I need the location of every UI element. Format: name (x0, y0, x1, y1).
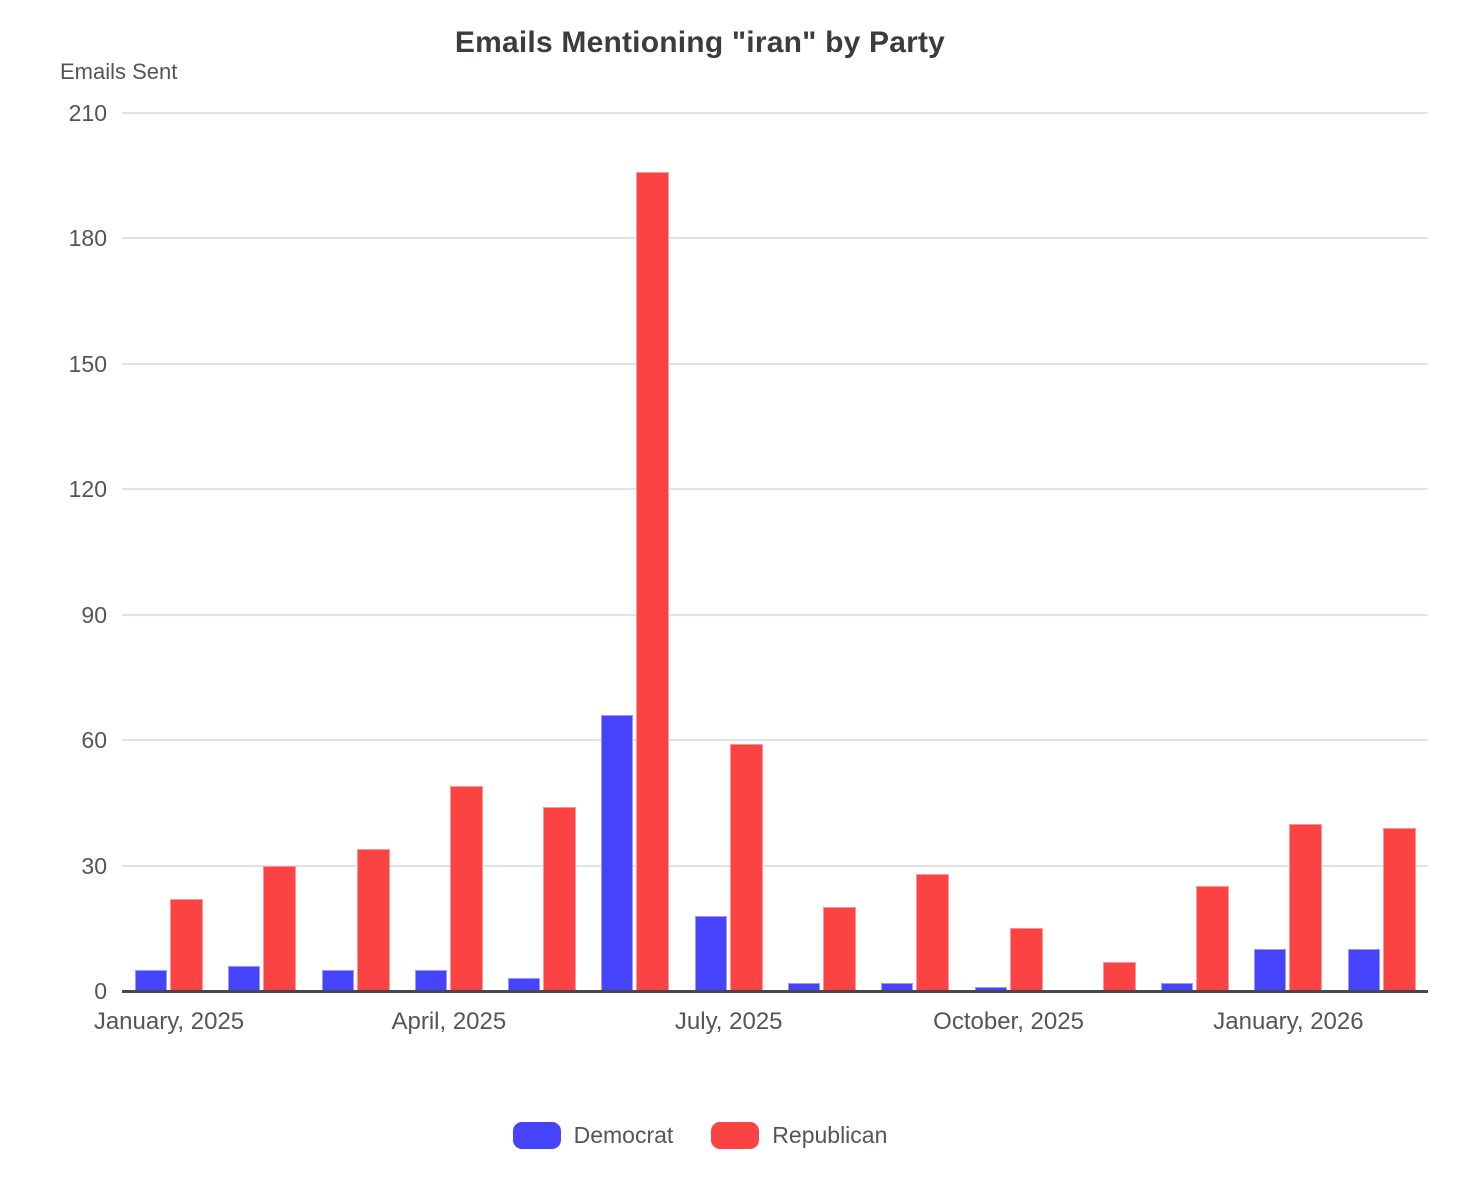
y-tick-label-60: 60 (81, 727, 107, 754)
bar-republican-december-2025[interactable] (1196, 886, 1230, 991)
y-tick-label-90: 90 (81, 601, 107, 628)
x-tick-label-january-2026: January, 2026 (1213, 1008, 1364, 1035)
gridline-60 (122, 739, 1428, 742)
x-tick-label-january-2025: January, 2025 (93, 1008, 245, 1035)
bar-republican-march-2025[interactable] (356, 848, 390, 991)
x-tick-label-july-2025: July, 2025 (674, 1008, 783, 1035)
legend-swatch-republican (711, 1122, 760, 1149)
legend-label-democrat: Democrat (573, 1122, 674, 1148)
legend-label-republican: Republican (772, 1122, 888, 1148)
y-tick-label-120: 120 (68, 476, 107, 503)
bar-republican-october-2025[interactable] (1009, 928, 1043, 991)
chart-title: Emails Mentioning "iran" by Party (454, 26, 946, 59)
bar-republican-february-2026[interactable] (1382, 827, 1416, 991)
legend-item-democrat[interactable]: Democrat (512, 1122, 674, 1149)
gridline-90 (122, 613, 1428, 616)
bar-democrat-february-2026[interactable] (1347, 949, 1380, 991)
gridline-120 (122, 488, 1428, 491)
bar-republican-august-2025[interactable] (823, 907, 856, 991)
x-axis-line (122, 990, 1428, 993)
bar-democrat-december-2025[interactable] (1161, 982, 1194, 991)
gridline-180 (122, 237, 1428, 240)
bar-democrat-july-2025[interactable] (694, 915, 727, 991)
bar-democrat-june-2025[interactable] (601, 715, 634, 991)
bar-democrat-may-2025[interactable] (508, 978, 541, 991)
bar-republican-january-2026[interactable] (1289, 823, 1323, 991)
bar-republican-november-2025[interactable] (1102, 961, 1136, 991)
plot-area (122, 112, 1428, 991)
x-tick-label-april-2025: April, 2025 (391, 1008, 507, 1035)
legend-item-republican[interactable]: Republican (711, 1122, 887, 1149)
bar-republican-july-2025[interactable] (729, 744, 763, 991)
bar-democrat-february-2025[interactable] (228, 965, 261, 991)
bar-republican-january-2025[interactable] (170, 899, 203, 991)
y-tick-label-30: 30 (81, 852, 107, 879)
y-tick-label-150: 150 (68, 350, 107, 377)
bar-democrat-september-2025[interactable] (881, 982, 914, 991)
bar-democrat-august-2025[interactable] (788, 982, 820, 991)
bar-democrat-january-2026[interactable] (1254, 949, 1287, 991)
y-tick-label-180: 180 (68, 225, 107, 252)
legend-swatch-democrat (512, 1122, 561, 1149)
gridline-210 (122, 112, 1428, 114)
bar-republican-may-2025[interactable] (543, 807, 577, 991)
y-axis-title: Emails Sent (60, 59, 178, 84)
legend: Democrat Republican (0, 1122, 1400, 1149)
bar-republican-june-2025[interactable] (636, 171, 670, 991)
bar-democrat-october-2025[interactable] (974, 986, 1007, 991)
gridline-30 (122, 864, 1428, 867)
y-tick-label-0: 0 (94, 978, 107, 1004)
y-tick-label-210: 210 (68, 100, 107, 126)
gridline-150 (122, 362, 1428, 365)
bar-republican-april-2025[interactable] (449, 786, 483, 991)
bar-democrat-march-2025[interactable] (321, 970, 354, 991)
bar-republican-february-2025[interactable] (263, 865, 297, 991)
bar-democrat-january-2025[interactable] (135, 970, 167, 991)
x-tick-label-october-2025: October, 2025 (933, 1008, 1084, 1035)
bar-republican-september-2025[interactable] (916, 873, 950, 991)
bar-democrat-april-2025[interactable] (414, 970, 447, 991)
